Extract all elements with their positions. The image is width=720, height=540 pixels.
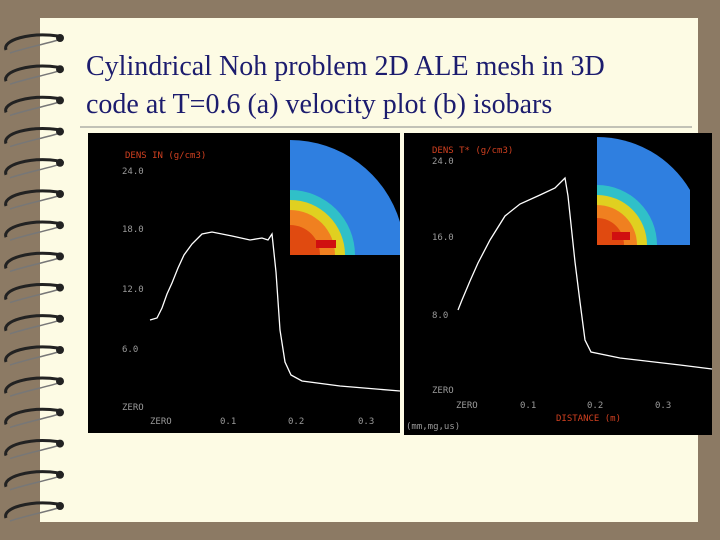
mesh-hotspot xyxy=(612,232,630,240)
ring-hole xyxy=(56,283,64,292)
ring-hole xyxy=(56,96,64,105)
ring-shadow xyxy=(9,351,59,366)
ring-shadow xyxy=(9,257,59,273)
ring xyxy=(4,407,59,425)
title-line: code at T=0.6 (a) velocity plot (b) isob… xyxy=(86,89,552,120)
x-tick-label: 0.2 xyxy=(587,401,603,411)
x-axis-label: DISTANCE (m) xyxy=(556,414,621,424)
y-tick-label: ZERO xyxy=(122,403,144,413)
y-tick-label: 12.0 xyxy=(122,285,144,295)
binding-rings xyxy=(4,33,64,522)
y-tick-label: 16.0 xyxy=(432,233,454,243)
y-tick-label: 24.0 xyxy=(122,167,144,177)
ring xyxy=(4,251,59,269)
ring-shadow xyxy=(9,226,59,241)
ring xyxy=(4,376,59,394)
y-tick-label: 18.0 xyxy=(122,225,144,235)
x-tick-label: 0.1 xyxy=(520,401,536,411)
ring-shadow xyxy=(9,195,59,210)
units-label: (mm,mg,us) xyxy=(406,422,460,432)
ring xyxy=(4,95,59,113)
x-tick-label: 0.1 xyxy=(220,417,236,427)
ring-shadow xyxy=(9,507,59,522)
y-axis-label: DENS IN (g/cm3) xyxy=(125,151,206,161)
ring-shadow xyxy=(9,101,59,117)
ring xyxy=(4,314,59,332)
ring-hole xyxy=(56,221,64,230)
x-tick-label: 0.3 xyxy=(655,401,671,411)
ring-hole xyxy=(56,34,64,42)
ring xyxy=(4,501,59,519)
y-tick-label: 6.0 xyxy=(122,345,138,355)
y-tick-label: 8.0 xyxy=(432,311,448,321)
ring-hole xyxy=(56,346,64,354)
ring xyxy=(4,64,59,82)
title-line: Cylindrical Noh problem 2D ALE mesh in 3… xyxy=(86,51,605,82)
ring-hole xyxy=(56,439,64,448)
ring-shadow xyxy=(9,413,59,429)
ring-hole xyxy=(56,158,64,167)
ring-hole xyxy=(56,502,64,510)
ring xyxy=(4,158,59,176)
ring-hole xyxy=(56,127,64,136)
ring xyxy=(4,220,59,238)
ring-hole xyxy=(56,377,64,386)
x-tick-label: ZERO xyxy=(150,417,172,427)
mesh-hotspot xyxy=(316,240,336,248)
ring-hole xyxy=(56,314,64,323)
x-tick-label: ZERO xyxy=(456,401,478,411)
ring-hole xyxy=(56,190,64,198)
ring xyxy=(4,283,59,301)
x-tick-label: 0.3 xyxy=(358,417,374,427)
panel-a xyxy=(88,133,401,433)
ring-shadow xyxy=(9,288,59,304)
ring-shadow xyxy=(9,382,59,397)
ring-shadow xyxy=(9,39,59,54)
ring-hole xyxy=(56,408,64,417)
ring xyxy=(4,439,59,457)
ring xyxy=(4,33,59,51)
ring-shadow xyxy=(9,444,59,460)
ring-hole xyxy=(56,252,64,261)
panel-b xyxy=(404,133,713,435)
ring-shadow xyxy=(9,320,59,335)
ring xyxy=(4,189,59,207)
mesh-core xyxy=(290,225,320,255)
y-tick-label: 24.0 xyxy=(432,157,454,167)
ring-hole xyxy=(56,470,64,479)
ring-shadow xyxy=(9,164,59,179)
ring-shadow xyxy=(9,476,59,491)
ring-hole xyxy=(56,65,64,74)
ring xyxy=(4,470,59,488)
x-tick-label: 0.2 xyxy=(288,417,304,427)
density-curve xyxy=(457,176,713,370)
ring-shadow xyxy=(9,132,59,148)
ring-shadow xyxy=(9,70,59,85)
y-axis-label: DENS T* (g/cm3) xyxy=(432,146,513,156)
ring xyxy=(4,127,59,145)
density-curve xyxy=(149,231,401,392)
y-tick-label: ZERO xyxy=(432,386,454,396)
ring xyxy=(4,345,59,363)
